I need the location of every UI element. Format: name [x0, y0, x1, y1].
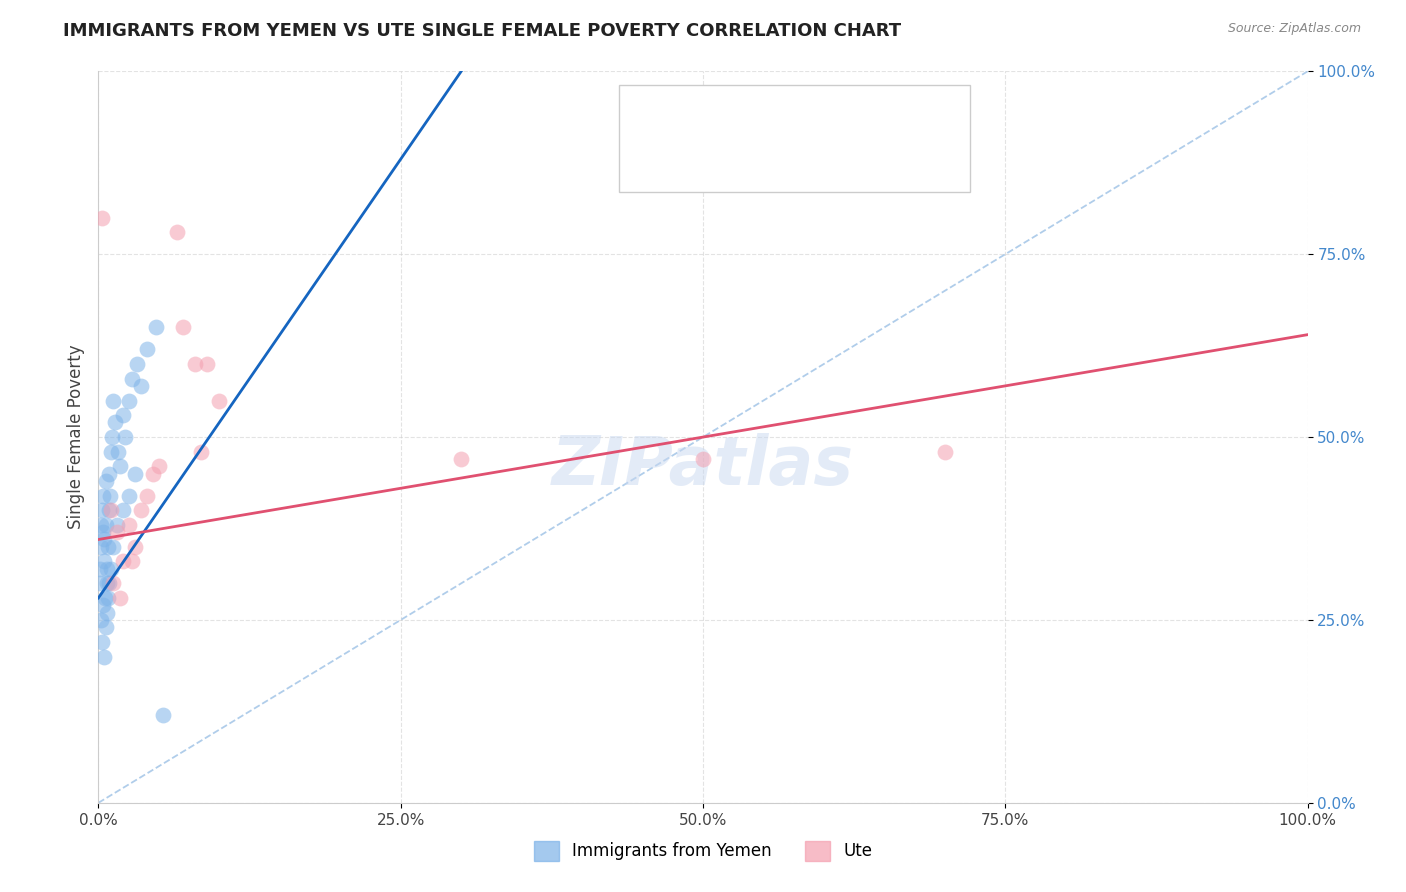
Point — [98, 467, 121, 481]
Point — [135, 343, 157, 357]
Point — [89, 562, 111, 576]
Point — [105, 517, 128, 532]
Point — [114, 430, 136, 444]
Point — [127, 357, 149, 371]
Point — [96, 517, 118, 532]
Point — [100, 430, 122, 444]
Point — [142, 467, 165, 481]
Point — [91, 489, 114, 503]
Text: R = 0.397: R = 0.397 — [682, 108, 765, 126]
Point — [145, 320, 167, 334]
Point — [118, 517, 141, 532]
Point — [111, 408, 134, 422]
Point — [190, 444, 212, 458]
Point — [934, 444, 956, 458]
Text: N = 47: N = 47 — [823, 108, 880, 126]
Text: Source: ZipAtlas.com: Source: ZipAtlas.com — [1227, 22, 1361, 36]
Point — [692, 452, 714, 467]
Point — [93, 554, 115, 568]
Point — [100, 503, 122, 517]
Point — [90, 517, 112, 532]
Point — [208, 393, 231, 408]
Point — [101, 576, 124, 591]
Point — [94, 474, 117, 488]
Point — [129, 503, 152, 517]
Point — [118, 489, 141, 503]
Point — [97, 591, 120, 605]
Point — [101, 540, 124, 554]
Text: IMMIGRANTS FROM YEMEN VS UTE SINGLE FEMALE POVERTY CORRELATION CHART: IMMIGRANTS FROM YEMEN VS UTE SINGLE FEMA… — [63, 22, 901, 40]
Point — [450, 452, 472, 467]
Point — [172, 320, 194, 334]
Point — [91, 599, 114, 613]
Point — [184, 357, 207, 371]
Point — [644, 108, 666, 122]
Point — [105, 525, 128, 540]
Point — [91, 635, 114, 649]
Point — [98, 576, 121, 591]
Point — [108, 459, 131, 474]
Point — [121, 554, 143, 568]
Point — [91, 503, 114, 517]
Point — [94, 591, 117, 605]
Point — [89, 576, 111, 591]
Point — [98, 489, 121, 503]
Point — [107, 444, 129, 458]
Point — [111, 554, 134, 568]
Point — [90, 540, 112, 554]
Point — [135, 489, 157, 503]
Point — [97, 540, 120, 554]
Point — [152, 708, 174, 723]
Point — [101, 393, 124, 408]
Point — [91, 525, 114, 540]
Y-axis label: Single Female Poverty: Single Female Poverty — [66, 345, 84, 529]
Text: R = 0.325: R = 0.325 — [682, 151, 765, 169]
Point — [166, 225, 188, 239]
Point — [93, 649, 115, 664]
Point — [111, 503, 134, 517]
Point — [121, 371, 143, 385]
Point — [96, 562, 118, 576]
Point — [93, 533, 115, 547]
Point — [94, 620, 117, 634]
Point — [148, 459, 170, 474]
Point — [129, 379, 152, 393]
Point — [195, 357, 218, 371]
Text: ZIPatlas: ZIPatlas — [553, 434, 853, 500]
Point — [96, 606, 118, 620]
Legend: Immigrants from Yemen, Ute: Immigrants from Yemen, Ute — [527, 834, 879, 868]
Point — [124, 467, 146, 481]
Point — [100, 562, 122, 576]
Point — [104, 416, 127, 430]
Point — [90, 613, 112, 627]
Point — [108, 591, 131, 605]
Point — [91, 211, 114, 225]
Text: N = 22: N = 22 — [823, 151, 880, 169]
Point — [96, 576, 118, 591]
Point — [118, 393, 141, 408]
Point — [100, 444, 122, 458]
Point — [124, 540, 146, 554]
Point — [644, 151, 666, 165]
Point — [97, 503, 120, 517]
